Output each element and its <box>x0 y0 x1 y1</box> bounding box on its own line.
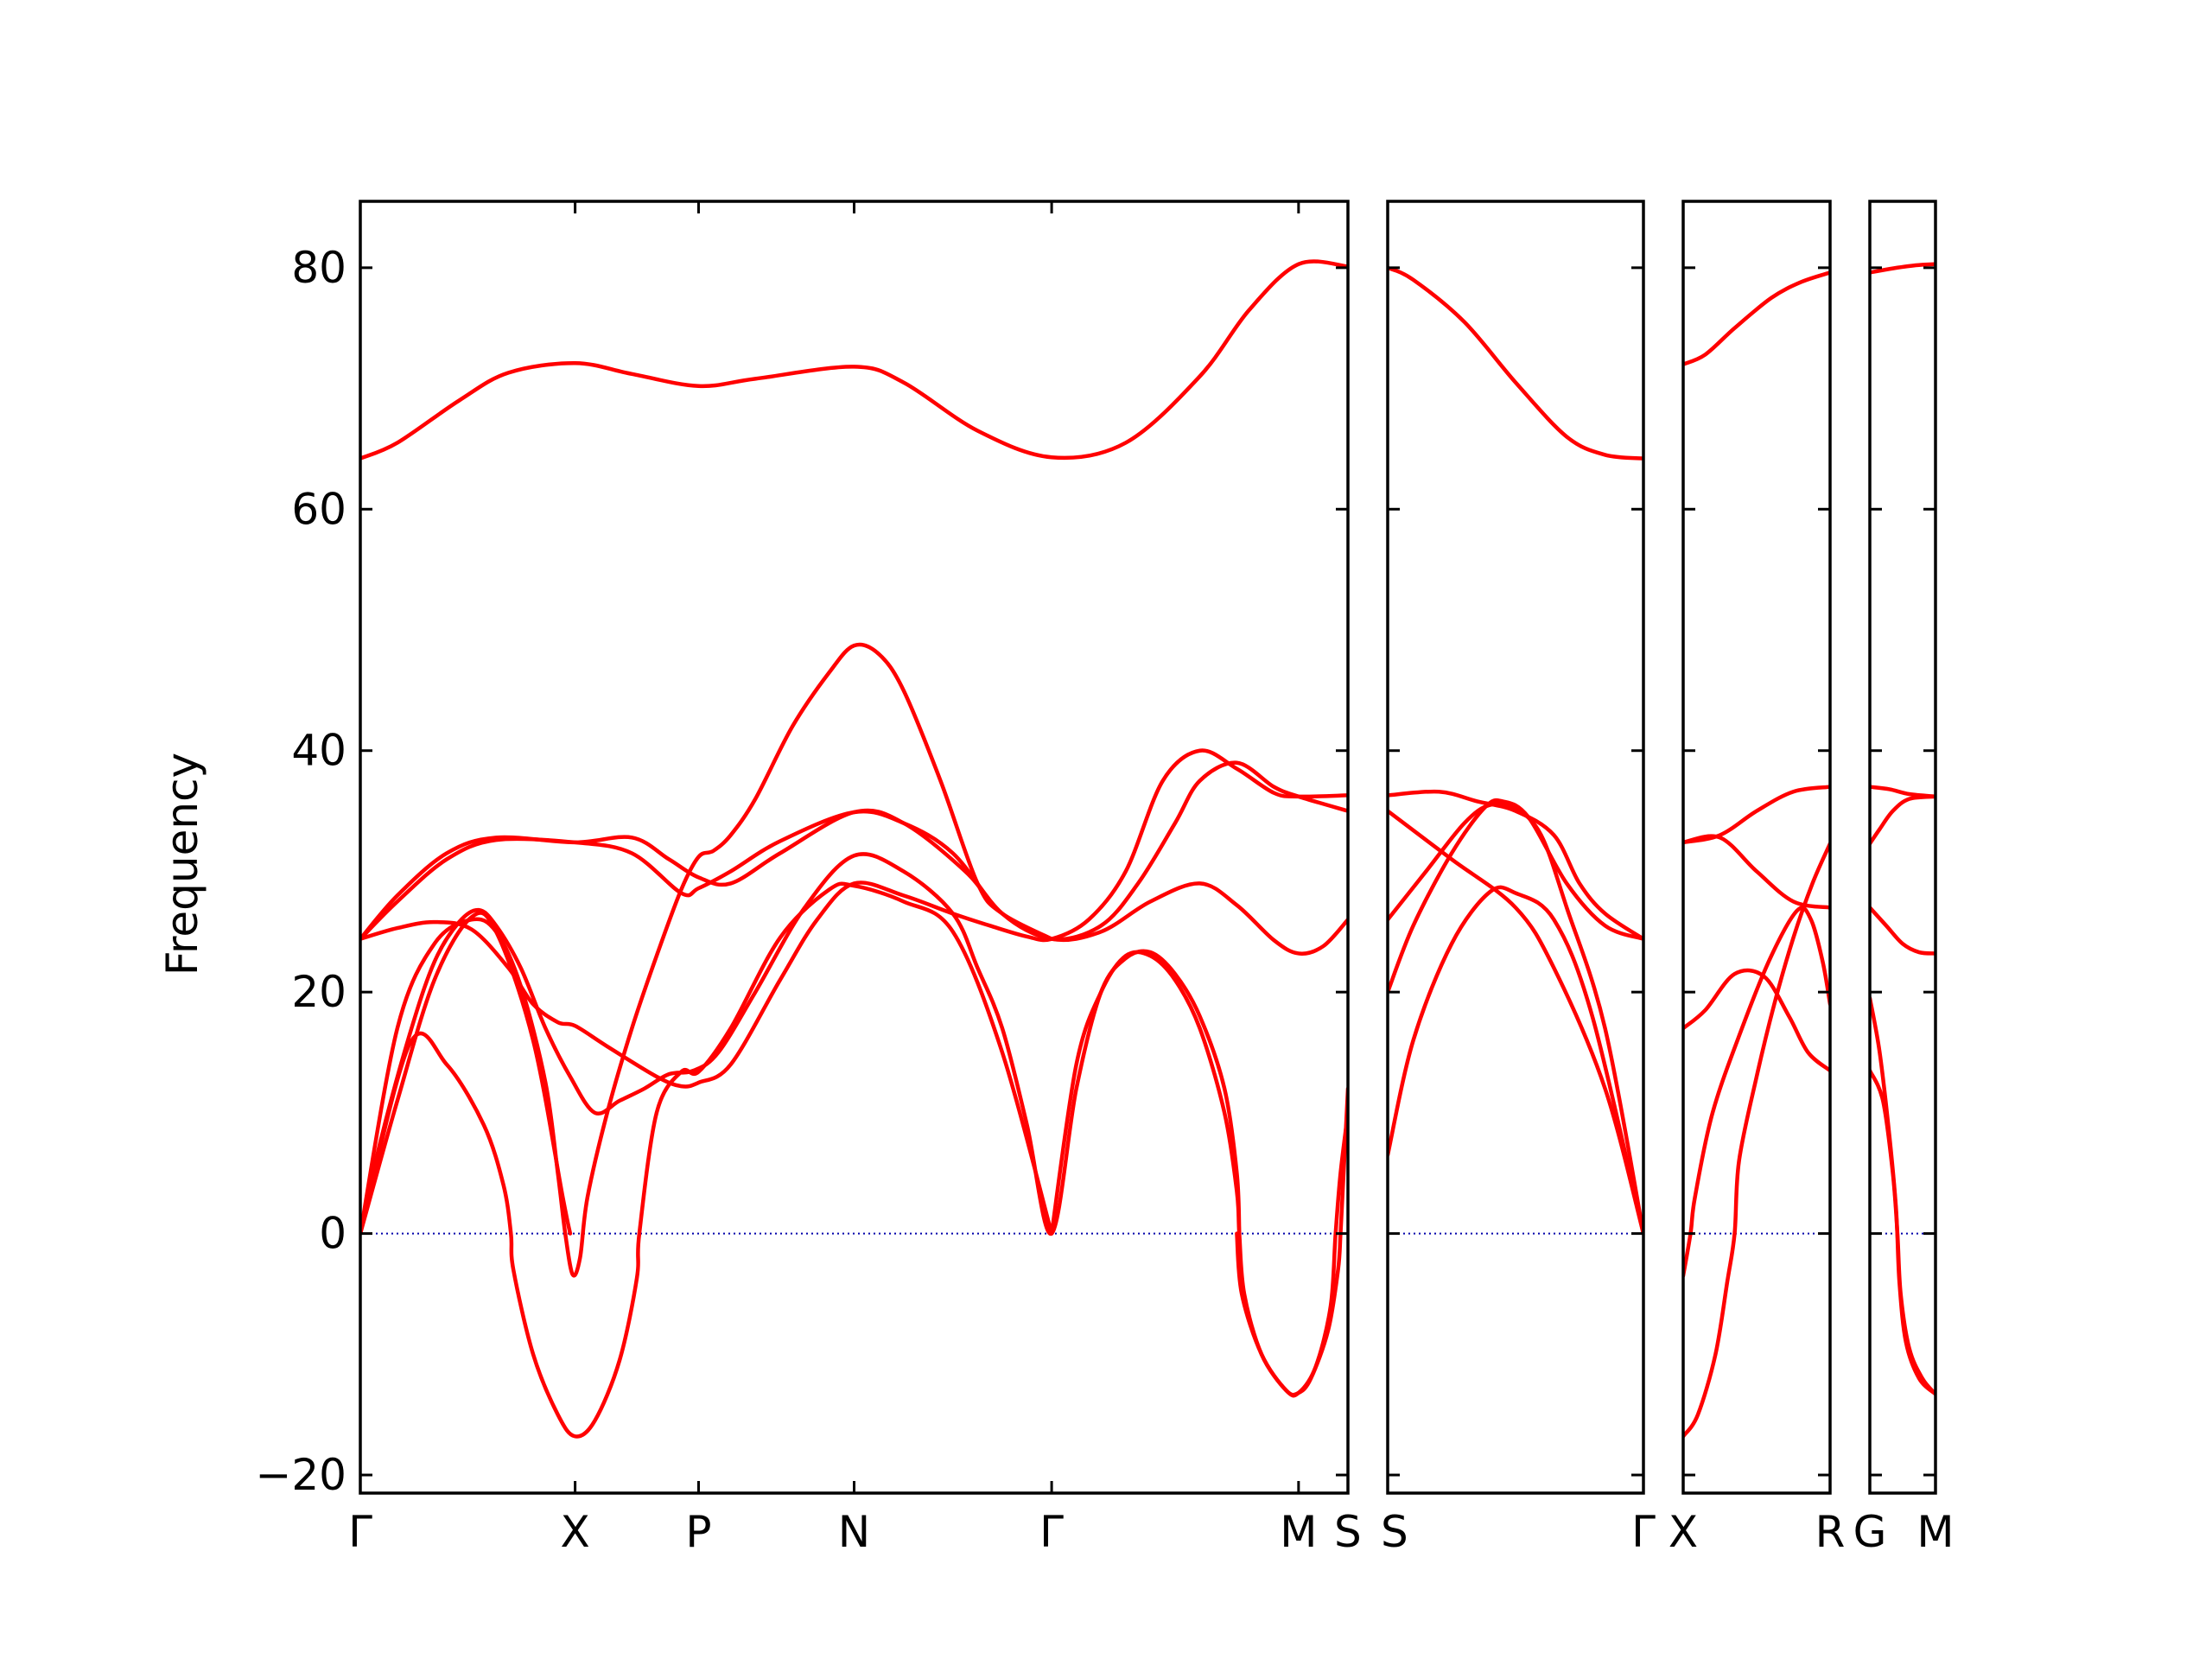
band-9 <box>1049 950 1348 1397</box>
panel-frame <box>1681 200 1832 1495</box>
band-1 <box>1870 262 1936 275</box>
band-1 <box>1388 265 1643 461</box>
panel-frame <box>1386 200 1645 1495</box>
panel-frame <box>359 200 1350 1495</box>
ytick-label: 20 <box>291 967 346 1017</box>
band-8 <box>360 911 573 1236</box>
band-5 <box>1683 906 1830 1278</box>
xtick-label: M <box>1916 1507 1954 1557</box>
band-2 <box>1388 789 1643 941</box>
xtick-label: X <box>1669 1507 1698 1557</box>
ytick-label: 60 <box>291 484 346 534</box>
band-10 <box>1235 1110 1348 1398</box>
panel-1: −20 0 20 40 60 80 Γ X P N Γ M S <box>255 200 1362 1557</box>
band-4 <box>1388 801 1643 1236</box>
band-6 <box>1683 842 1830 1439</box>
y-axis-label: Frequency <box>157 753 207 976</box>
band-2 <box>360 748 1348 1089</box>
xtick-label: N <box>838 1507 870 1557</box>
band-6 <box>1388 798 1643 995</box>
xtick-label: Γ <box>1631 1507 1656 1557</box>
band-6 <box>360 642 1054 1278</box>
xtick-label: M <box>1280 1507 1317 1557</box>
ytick-label: −20 <box>255 1450 346 1500</box>
xtick-label: G <box>1853 1507 1887 1557</box>
xtick-label: X <box>560 1507 589 1557</box>
band-3 <box>1388 809 1643 1236</box>
bands <box>1870 262 1936 1396</box>
band-3 <box>1870 794 1936 846</box>
band-2 <box>1683 785 1830 845</box>
band-5 <box>1388 885 1643 1236</box>
band-5 <box>1870 995 1936 1396</box>
band-1 <box>1683 270 1830 366</box>
band-6 <box>1870 1068 1936 1396</box>
xtick-label: Γ <box>1039 1507 1064 1557</box>
panel-frame <box>1868 200 1937 1495</box>
bands <box>360 259 1348 1439</box>
bands <box>1683 270 1830 1439</box>
ytick-label: 0 <box>319 1209 346 1259</box>
ytick-label: 40 <box>291 726 346 776</box>
band-1 <box>360 259 1348 461</box>
xtick-label: P <box>685 1507 711 1557</box>
xtick-label: Γ <box>348 1507 372 1557</box>
band-7 <box>360 881 1054 1439</box>
band-5 <box>360 852 1242 1236</box>
band-4 <box>360 760 1348 942</box>
band-4 <box>1870 906 1936 956</box>
ytick-label: 80 <box>291 243 346 293</box>
bands <box>1388 265 1643 1236</box>
xtick-label: R <box>1815 1507 1846 1557</box>
xtick-label: S <box>1381 1507 1408 1557</box>
xtick-label: S <box>1334 1507 1362 1557</box>
